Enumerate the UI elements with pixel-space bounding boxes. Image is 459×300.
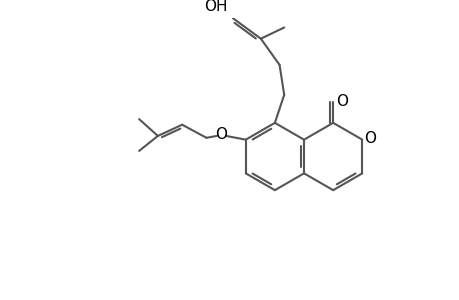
Text: O: O xyxy=(364,131,375,146)
Text: O: O xyxy=(215,128,227,142)
Text: OH: OH xyxy=(204,0,227,14)
Text: O: O xyxy=(335,94,347,109)
